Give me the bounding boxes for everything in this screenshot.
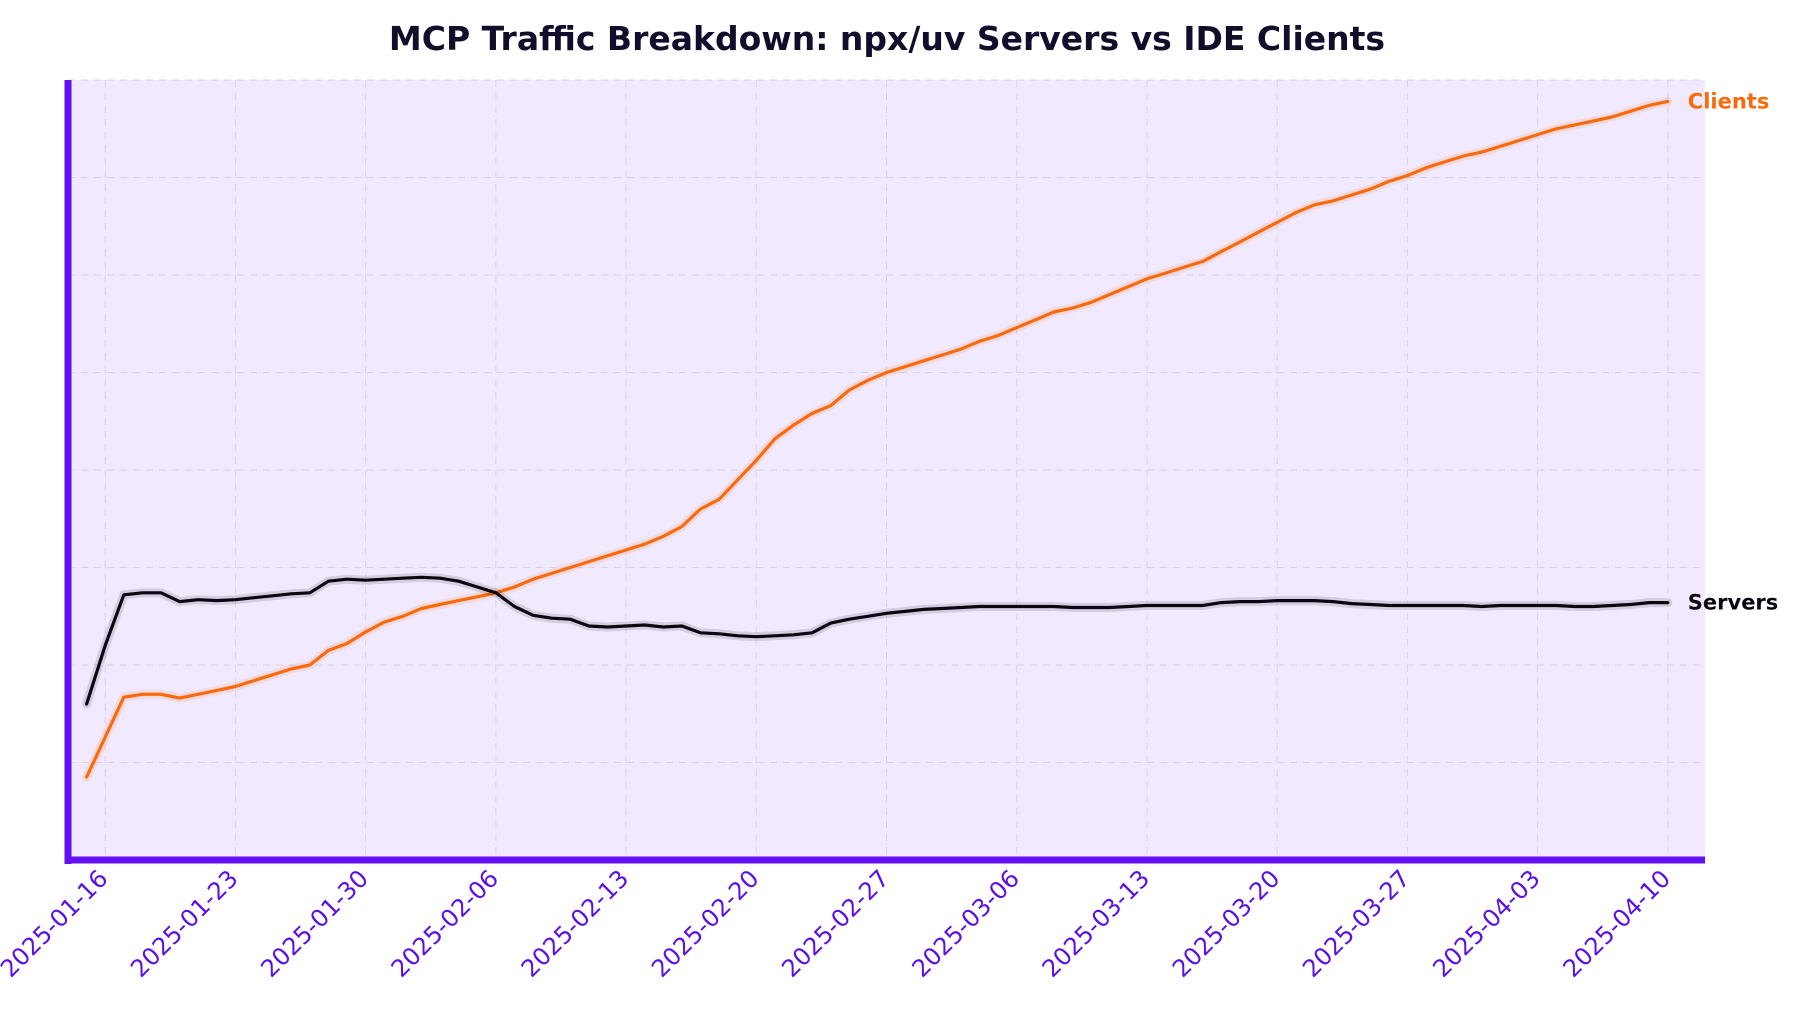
chart-title: MCP Traffic Breakdown: npx/uv Servers vs… <box>389 19 1385 58</box>
series-line-servers <box>85 575 1670 706</box>
x-tick-label: 2025-03-27 <box>1297 864 1415 982</box>
x-tick-label: 2025-01-23 <box>125 864 243 982</box>
x-tick-label: 2025-04-03 <box>1427 864 1545 982</box>
axes <box>64 80 1705 864</box>
series-lines <box>82 96 1673 782</box>
x-tick-label: 2025-02-06 <box>386 864 504 982</box>
x-tick-label: 2025-01-16 <box>0 864 113 982</box>
x-tick-label: 2025-03-20 <box>1167 864 1285 982</box>
series-end-labels: Clients Servers <box>1688 89 1779 614</box>
x-tick-label: 2025-02-13 <box>516 864 634 982</box>
x-tick-label: 2025-03-13 <box>1037 864 1155 982</box>
x-axis-tick-labels: 2025-01-16 2025-01-23 2025-01-30 2025-02-06… <box>0 864 1676 982</box>
x-tick-label: 2025-03-06 <box>907 864 1025 982</box>
grid-lines <box>68 79 1705 860</box>
x-tick-label: 2025-01-30 <box>255 864 373 982</box>
x-tick-label: 2025-02-20 <box>646 864 764 982</box>
series-label-clients: Clients <box>1688 89 1770 113</box>
series-line-clients <box>85 99 1670 779</box>
x-tick-label: 2025-02-27 <box>776 864 894 982</box>
series-label-servers: Servers <box>1688 591 1779 615</box>
x-tick-label: 2025-04-10 <box>1558 864 1676 982</box>
